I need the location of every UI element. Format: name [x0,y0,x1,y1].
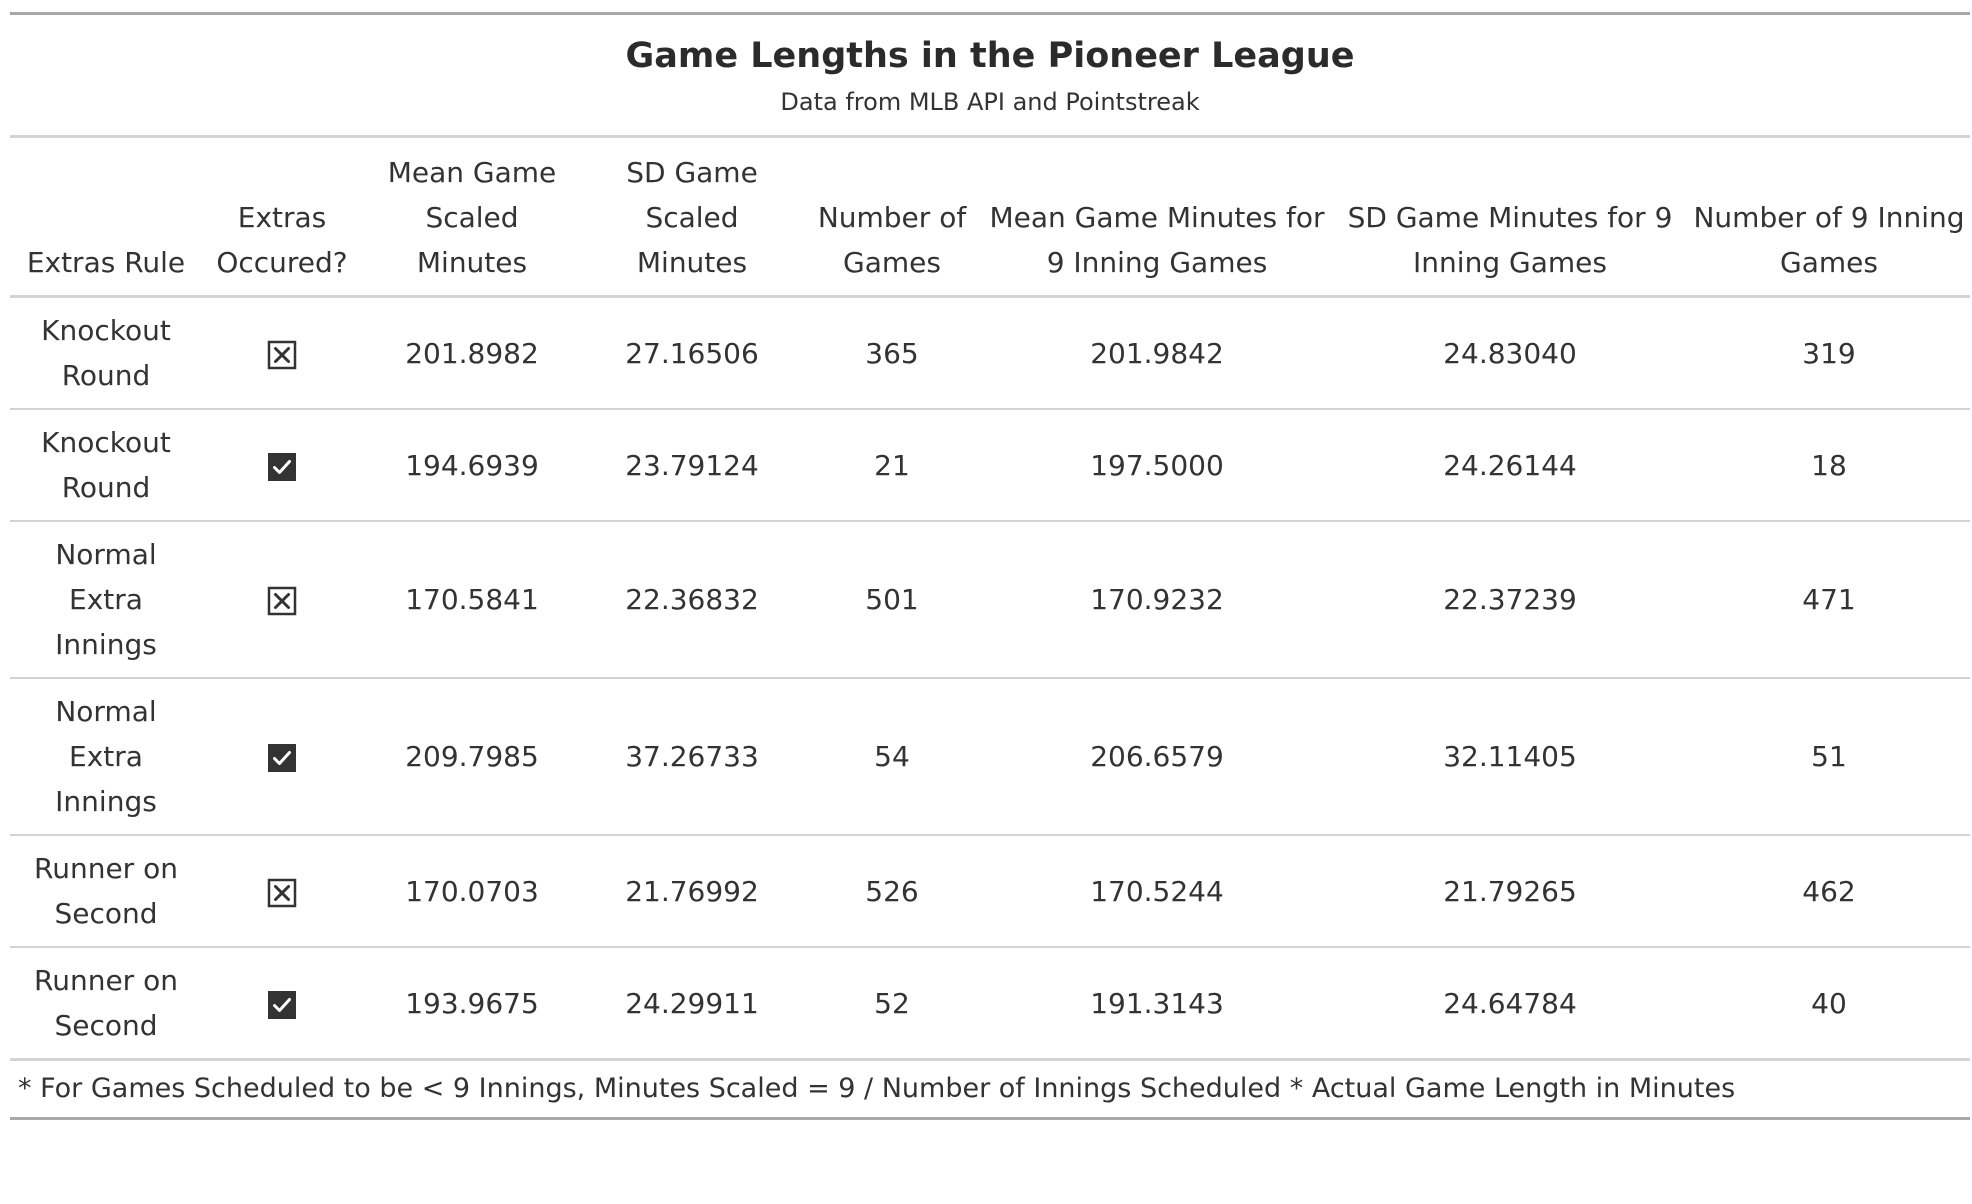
table-footnote: * For Games Scheduled to be < 9 Innings,… [18,1073,1736,1104]
table-row: Runner on Second 170.0703 21.76992 526 170.5… [10,835,1970,947]
header-divider [10,135,1970,138]
cell-mean-scaled: 209.7985 [405,740,539,773]
cell-sd-scaled: 37.26733 [625,740,759,773]
cell-number-games: 501 [865,583,919,616]
table-row: Knockout Round 194.6939 23.79124 21 197.5000… [10,409,1970,521]
cell-extras-occurred [202,521,362,678]
cell-sd-9-inning: 21.79265 [1443,874,1577,908]
cell-mean-scaled: 201.8982 [405,336,539,370]
cell-mean-9-inning: 201.9842 [1090,336,1224,370]
top-border [10,12,1970,15]
cell-mean-scaled: 170.5841 [405,583,539,616]
cell-sd-9-inning: 32.11405 [1443,740,1577,773]
cell-number-games: 54 [874,740,910,773]
table-subtitle: Data from MLB API and Pointstreak [780,88,1200,116]
cell-number-games: 52 [874,986,910,1020]
cell-sd-scaled: 24.29911 [625,986,759,1020]
cell-extras-rule: Normal Extra Innings [55,538,157,661]
cell-mean-9-inning: 170.5244 [1090,874,1224,908]
cell-mean-scaled: 170.0703 [405,874,539,908]
cell-sd-9-inning: 24.83040 [1443,336,1577,370]
unchecked-x-icon [266,877,298,909]
unchecked-x-icon [266,339,298,371]
column-header-number-9-inning: Number of 9 Inning Games [1693,201,1965,279]
column-header-extras-occurred: Extras Occured? [216,201,348,279]
cell-number-games: 365 [865,336,919,370]
cell-mean-9-inning: 170.9232 [1090,583,1224,616]
table-title: Game Lengths in the Pioneer League [625,36,1355,76]
cell-number-9-inning: 40 [1811,986,1847,1020]
cell-extras-rule: Knockout Round [41,426,171,504]
cell-sd-scaled: 21.76992 [625,874,759,908]
table-row: Runner on Second 193.9675 24.29911 52 191.31… [10,947,1970,1060]
cell-mean-scaled: 194.6939 [405,448,539,482]
cell-extras-occurred [202,947,362,1060]
column-header-mean-9-inning: Mean Game Minutes for 9 Inning Games [989,201,1325,279]
cell-extras-occurred [202,835,362,947]
cell-sd-9-inning: 24.64784 [1443,986,1577,1020]
column-header-mean-scaled: Mean Game Scaled Minutes [387,156,557,279]
cell-sd-scaled: 27.16506 [625,336,759,370]
column-header-extras-rule: Extras Rule [26,246,186,279]
column-header-row: Extras Rule Extras Occured? Mean Game Sc… [10,138,1970,297]
cell-number-9-inning: 462 [1802,874,1856,908]
cell-mean-9-inning: 206.6579 [1090,740,1224,773]
column-header-number-games: Number of Games [817,201,967,279]
cell-extras-occurred [202,409,362,521]
cell-extras-rule: Runner on Second [34,964,178,1042]
cell-number-9-inning: 51 [1811,740,1847,773]
cell-extras-occurred [202,678,362,835]
cell-mean-9-inning: 197.5000 [1090,448,1224,482]
bottom-border [10,1117,1970,1120]
table-row: Knockout Round 201.8982 27.16506 365 201.984… [10,297,1970,410]
cell-extras-occurred [202,297,362,410]
cell-sd-scaled: 22.36832 [625,583,759,616]
column-header-sd-scaled: SD Game Scaled Minutes [626,156,758,279]
cell-number-9-inning: 471 [1802,583,1856,616]
cell-mean-scaled: 193.9675 [405,986,539,1020]
cell-extras-rule: Knockout Round [41,314,171,392]
cell-sd-scaled: 23.79124 [625,448,759,482]
cell-number-games: 21 [874,448,910,482]
table-row: Normal Extra Innings 209.7985 37.26733 54 20… [10,678,1970,835]
cell-extras-rule: Normal Extra Innings [55,695,157,818]
checked-icon [266,451,298,483]
cell-sd-9-inning: 22.37239 [1443,583,1577,616]
cell-number-9-inning: 18 [1811,448,1847,482]
table-row: Normal Extra Innings 170.5841 22.36832 501 1… [10,521,1970,678]
checked-icon [266,742,298,774]
unchecked-x-icon [266,585,298,617]
column-header-sd-9-inning: SD Game Minutes for 9 Inning Games [1347,201,1673,279]
cell-extras-rule: Runner on Second [34,852,178,930]
cell-mean-9-inning: 191.3143 [1090,986,1224,1020]
cell-number-games: 526 [865,874,919,908]
checked-icon [266,989,298,1021]
table-body: Knockout Round 201.8982 27.16506 365 201.984… [10,297,1970,1060]
cell-sd-9-inning: 24.26144 [1443,448,1577,482]
table-container: Game Lengths in the Pioneer League Data … [10,12,1970,1120]
cell-number-9-inning: 319 [1802,336,1856,370]
data-table: Extras Rule Extras Occured? Mean Game Sc… [10,138,1970,1061]
